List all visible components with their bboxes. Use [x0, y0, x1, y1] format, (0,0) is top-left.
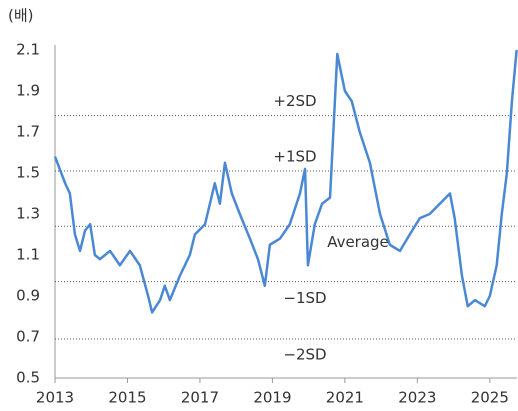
- x-tick-label: 2019: [253, 389, 291, 407]
- unit-label: (배): [8, 7, 34, 25]
- y-tick-label: 1.3: [16, 205, 40, 223]
- x-tick-label: 2023: [398, 389, 436, 407]
- y-tick-label: 1.1: [16, 246, 40, 264]
- x-tick-label: 2013: [36, 389, 74, 407]
- x-tick-label: 2015: [108, 389, 146, 407]
- reference-label: Average: [327, 233, 389, 251]
- y-tick-label: 2.1: [16, 41, 40, 59]
- x-tick-label: 2021: [326, 389, 364, 407]
- reference-label: +1SD: [273, 147, 316, 165]
- reference-label: −2SD: [283, 346, 326, 364]
- y-tick-label: 1.7: [16, 123, 40, 141]
- reference-label: −1SD: [283, 289, 326, 307]
- y-tick-label: 0.9: [16, 287, 40, 305]
- reference-label: +2SD: [273, 92, 316, 110]
- y-tick-label: 1.5: [16, 164, 40, 182]
- y-tick-label: 1.9: [16, 82, 40, 100]
- y-tick-label: 0.5: [16, 369, 40, 387]
- line-series: [53, 49, 518, 314]
- x-tick-label: 2017: [181, 389, 219, 407]
- y-tick-label: 0.7: [16, 328, 40, 346]
- x-tick-label: 2025: [471, 389, 509, 407]
